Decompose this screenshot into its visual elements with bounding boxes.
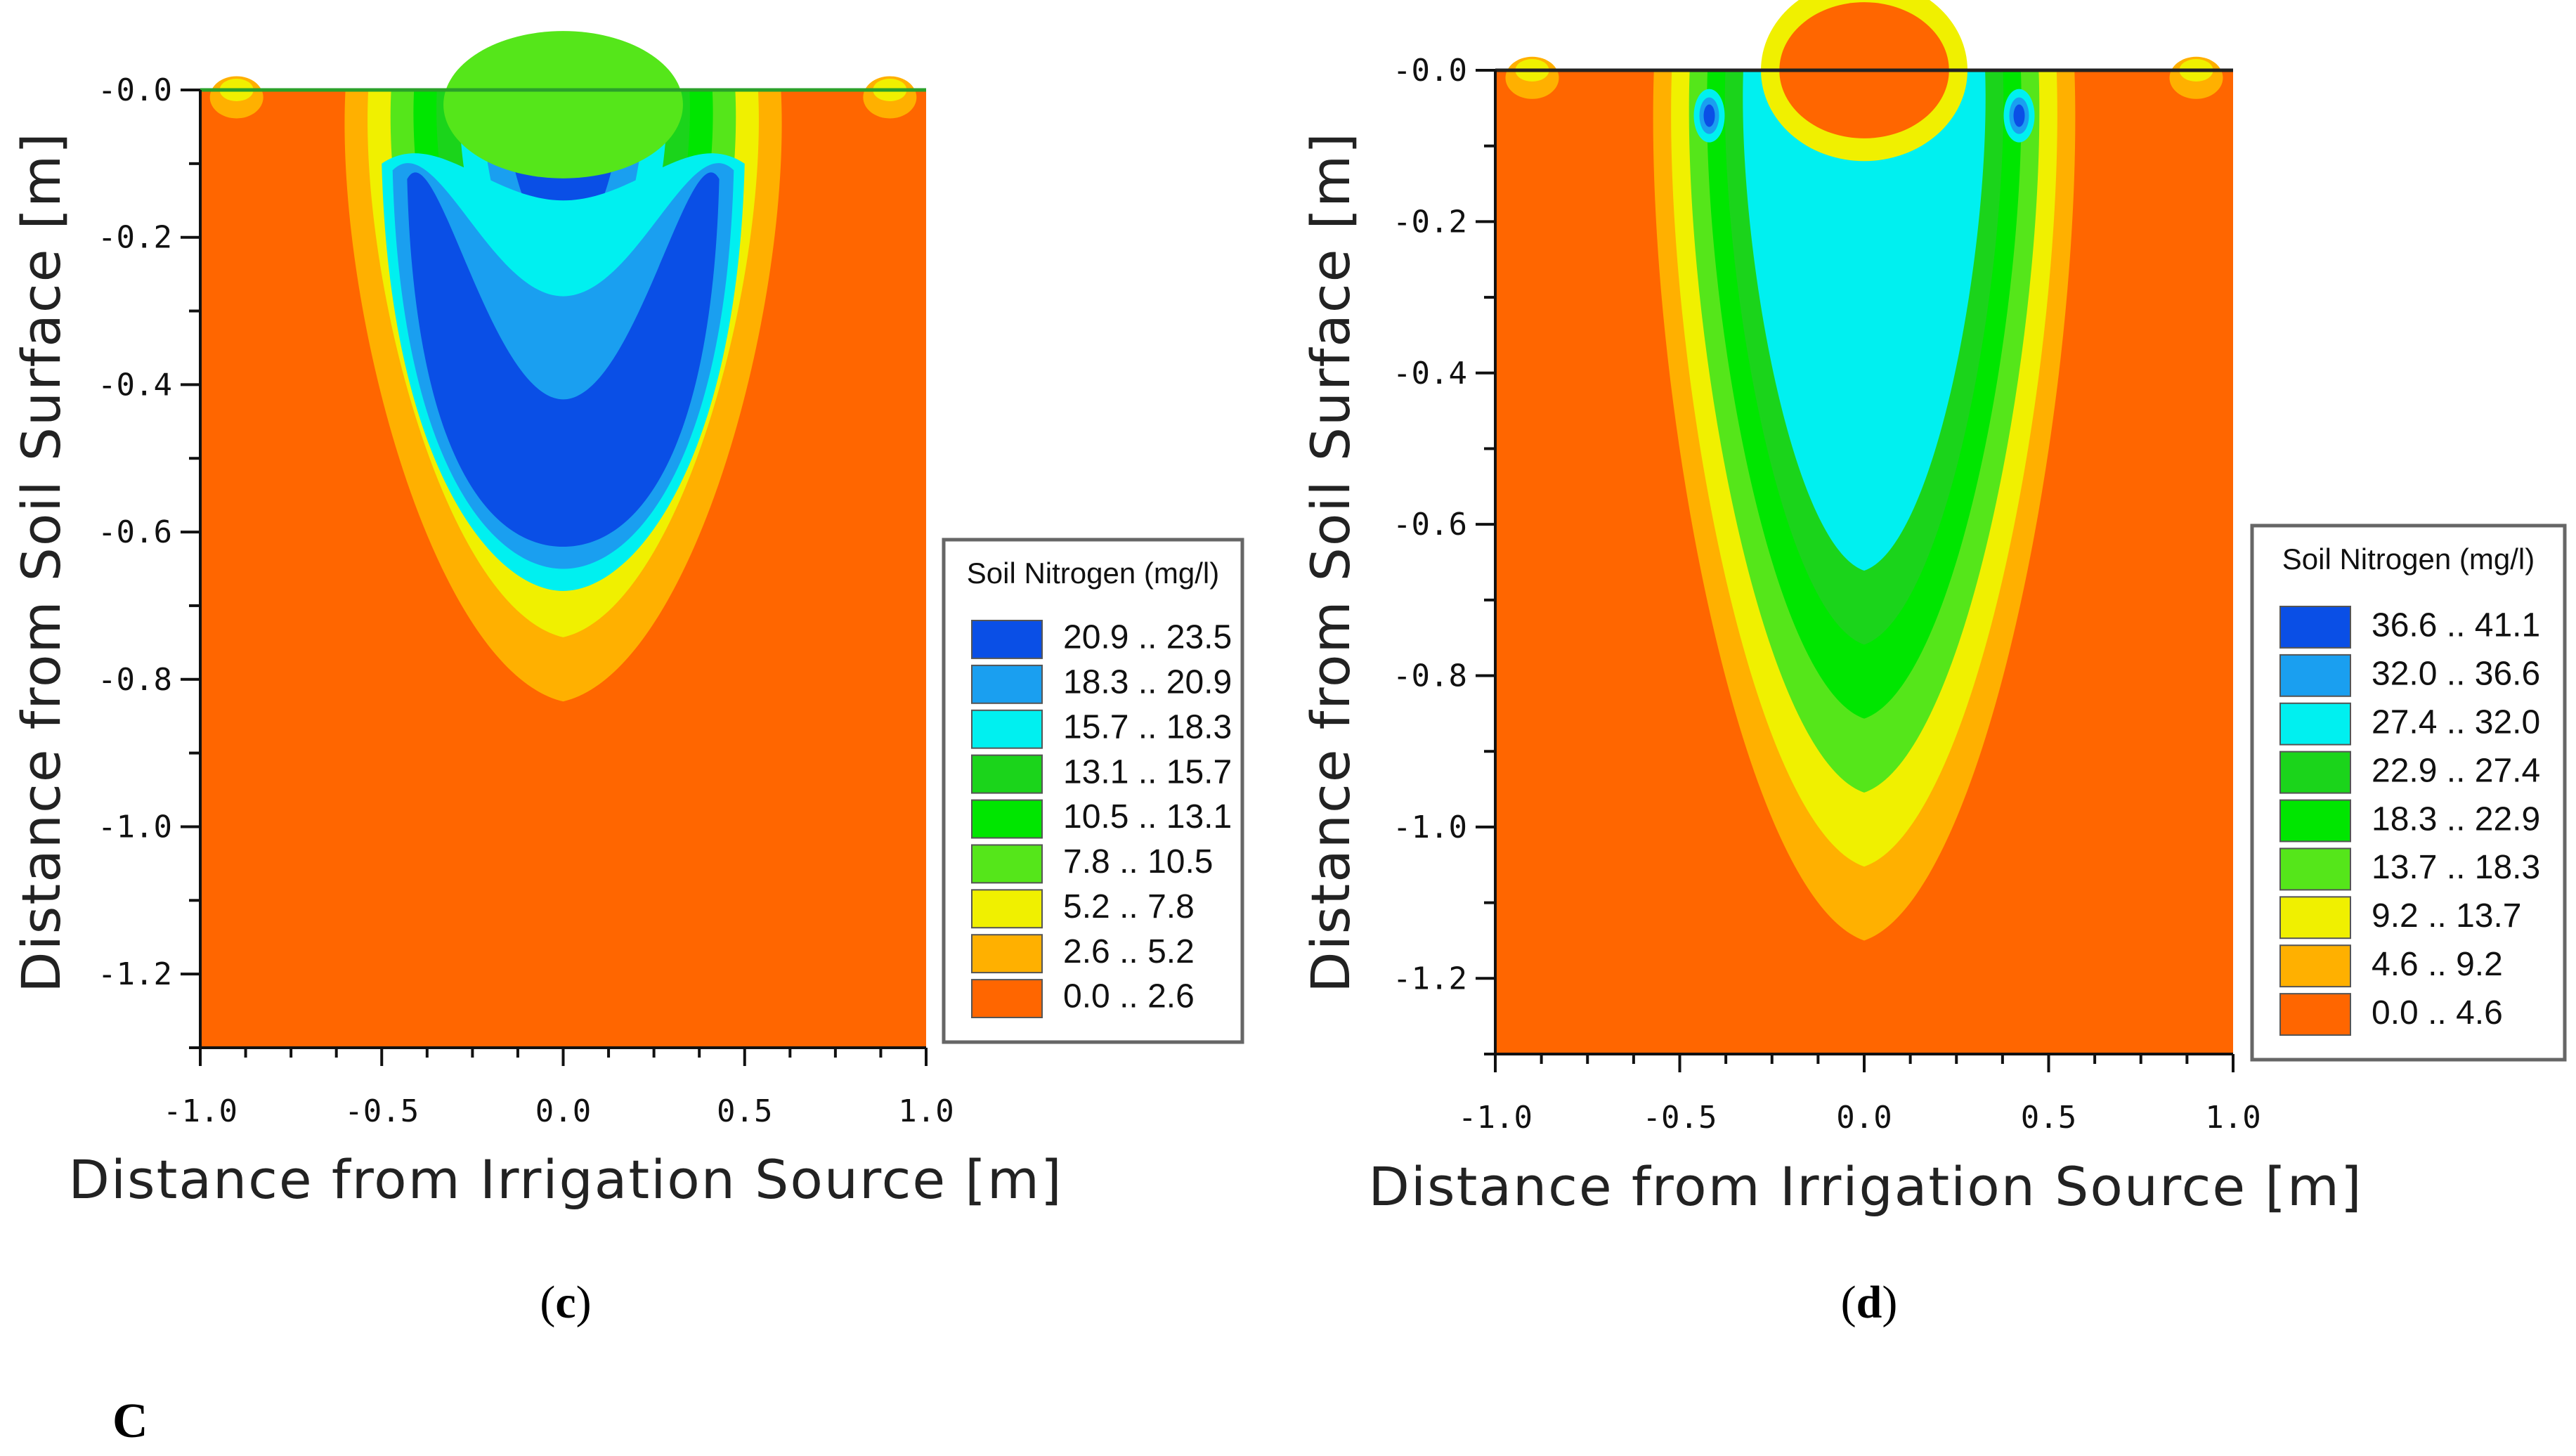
x-tick-label: 1.0 <box>2205 1100 2260 1136</box>
legend-label: 15.7 .. 18.3 <box>1063 708 1232 746</box>
x-tick-label: 0.5 <box>717 1093 772 1129</box>
legend-label: 0.0 .. 2.6 <box>1063 978 1195 1015</box>
legend-swatch <box>971 889 1043 929</box>
legend-d: Soil Nitrogen (mg/l) 36.6 .. 41.1 32.0 .. … <box>2250 524 2567 1062</box>
legend-swatch <box>971 754 1043 794</box>
contour-band <box>443 31 683 178</box>
x-tick-label: -1.0 <box>1458 1100 1533 1136</box>
y-tick-label: -0.8 <box>1393 658 1467 694</box>
legend-label: 7.8 .. 10.5 <box>1063 843 1214 880</box>
legend-label: 9.2 .. 13.7 <box>2372 897 2522 935</box>
legend-swatch <box>2279 750 2351 794</box>
contour-plot-d <box>1495 0 2233 1054</box>
legend-label: 0.0 .. 4.6 <box>2372 994 2503 1032</box>
y-tick-label: -0.0 <box>98 72 172 108</box>
legend-label: 5.2 .. 7.8 <box>1063 888 1195 925</box>
legend-label: 13.1 .. 15.7 <box>1063 753 1232 791</box>
contour-band <box>407 172 720 547</box>
legend-swatch <box>971 844 1043 884</box>
legend-label: 27.4 .. 32.0 <box>2372 703 2540 741</box>
x-tick-label: 0.5 <box>2021 1100 2076 1136</box>
legend-swatch <box>971 799 1043 839</box>
legend-swatch <box>971 934 1043 974</box>
legend-swatch <box>2279 654 2351 697</box>
legend-swatch <box>2279 799 2351 843</box>
legend-c: Soil Nitrogen (mg/l) 20.9 .. 23.5 18.3 .. … <box>942 538 1244 1044</box>
legend-label: 36.6 .. 41.1 <box>2372 607 2540 644</box>
panel-d: -0.0 -0.2 -0.4 -0.6 -0.8 -1.0 -1.2 -1.0 -0.5 0.0 0… <box>1299 0 2567 1328</box>
y-tick-label: -0.6 <box>98 514 172 550</box>
panel-c: -0.0 -0.2 -0.4 -0.6 -0.8 -1.0 -1.2 -1.0 -0.5 0.0 0… <box>10 31 1244 1328</box>
legend-label: 4.6 .. 9.2 <box>2372 946 2503 983</box>
legend-title: Soil Nitrogen (mg/l) <box>2282 542 2535 576</box>
x-tick-label: -0.5 <box>344 1093 419 1129</box>
x-tick-label: 1.0 <box>898 1093 954 1129</box>
x-axis-label-c: Distance from Irrigation Source [m] <box>68 1148 1062 1211</box>
legend-label: 2.6 .. 5.2 <box>1063 933 1195 970</box>
x-tick-label: -1.0 <box>163 1093 238 1129</box>
legend-label: 22.9 .. 27.4 <box>2372 752 2540 789</box>
legend-swatch <box>2279 847 2351 891</box>
axes-d: -0.0 -0.2 -0.4 -0.6 -0.8 -1.0 -1.2 -1.0 -0.5 0.0 0… <box>1393 53 2261 1136</box>
legend-label: 10.5 .. 13.1 <box>1063 798 1232 836</box>
legend-title: Soil Nitrogen (mg/l) <box>967 557 1219 590</box>
contour-band <box>1743 70 1986 571</box>
y-axis-label-c: Distance from Soil Surface [m] <box>10 131 72 993</box>
legend-label: 18.3 .. 22.9 <box>2372 800 2540 838</box>
caption-open-c: ( <box>540 1277 555 1328</box>
caption-open-d: ( <box>1841 1277 1856 1328</box>
contour-plot-c <box>200 31 926 1048</box>
legend-swatch <box>2279 702 2351 746</box>
legend-swatch <box>2279 944 2351 988</box>
x-tick-label: -0.5 <box>1643 1100 1717 1136</box>
y-axis-label-d: Distance from Soil Surface [m] <box>1299 131 1362 993</box>
caption-close-d: ) <box>1882 1277 1897 1328</box>
caption-c: (c) <box>540 1277 591 1328</box>
y-tick-label: -0.8 <box>98 662 172 698</box>
y-tick-label: -0.2 <box>1393 204 1467 240</box>
caption-d: (d) <box>1841 1277 1898 1328</box>
legend-swatch <box>2279 993 2351 1036</box>
contour-band <box>1703 104 1715 127</box>
y-tick-label: -1.2 <box>1393 961 1467 996</box>
legend-label: 13.7 .. 18.3 <box>2372 849 2540 886</box>
y-tick-label: -1.0 <box>1393 810 1467 845</box>
legend-swatch <box>971 620 1043 659</box>
legend-swatch <box>971 979 1043 1018</box>
y-tick-label: -0.4 <box>98 367 172 403</box>
legend-swatch <box>971 664 1043 704</box>
y-tick-label: -1.0 <box>98 809 172 845</box>
legend-swatch <box>971 709 1043 749</box>
figure-label: C <box>112 1394 148 1448</box>
x-axis-label-d: Distance from Irrigation Source [m] <box>1368 1155 2362 1218</box>
contour-band <box>2013 104 2025 127</box>
legend-swatch <box>2279 606 2351 649</box>
x-tick-label: 0.0 <box>535 1093 591 1129</box>
caption-letter-d: d <box>1856 1277 1882 1328</box>
legend-swatch <box>2279 896 2351 940</box>
y-tick-label: -0.4 <box>1393 356 1467 391</box>
legend-label: 20.9 .. 23.5 <box>1063 619 1232 656</box>
legend-label: 32.0 .. 36.6 <box>2372 656 2540 693</box>
caption-letter-c: c <box>555 1277 575 1328</box>
y-tick-label: -0.0 <box>1393 53 1467 89</box>
y-tick-label: -1.2 <box>98 956 172 992</box>
axes-c: -0.0 -0.2 -0.4 -0.6 -0.8 -1.0 -1.2 -1.0 -0.5 0.0 0… <box>98 72 954 1129</box>
legend-label: 18.3 .. 20.9 <box>1063 664 1232 701</box>
x-tick-label: 0.0 <box>1836 1100 1892 1136</box>
y-tick-label: -0.2 <box>98 220 172 256</box>
y-tick-label: -0.6 <box>1393 507 1467 542</box>
caption-close-c: ) <box>576 1277 592 1328</box>
